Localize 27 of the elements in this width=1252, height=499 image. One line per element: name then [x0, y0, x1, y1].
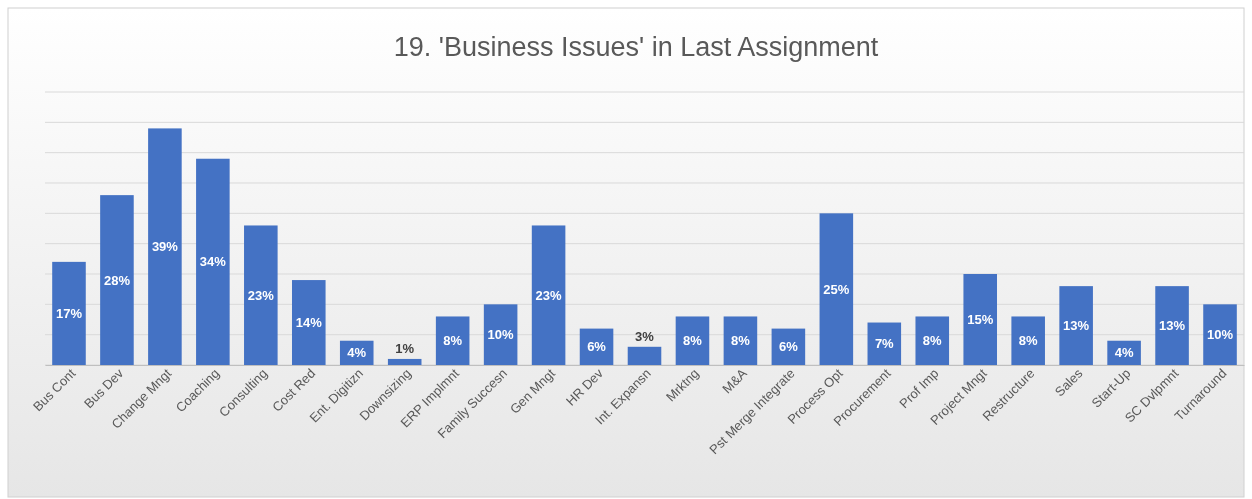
data-label: 1%	[395, 341, 415, 357]
data-label: 14%	[295, 315, 323, 331]
chart-title: 19. 'Business Issues' in Last Assignment	[393, 32, 879, 62]
data-label: 4%	[347, 345, 367, 361]
data-label: 15%	[967, 312, 994, 328]
data-label: 13%	[1159, 318, 1186, 334]
data-label: 10%	[1207, 327, 1234, 343]
data-label: 28%	[103, 272, 131, 288]
data-label: 7%	[874, 336, 895, 352]
data-label: 8%	[731, 333, 751, 349]
data-label: 10%	[487, 327, 515, 343]
data-label: 8%	[922, 333, 943, 349]
data-label: 6%	[778, 339, 799, 355]
data-label: 25%	[823, 281, 850, 297]
data-label: 8%	[683, 333, 703, 349]
data-label: 23%	[247, 287, 275, 303]
data-label: 23%	[535, 287, 563, 303]
data-label: 17%	[55, 305, 83, 321]
x-tick-label: HR Dev	[563, 365, 607, 409]
data-label: 39%	[151, 239, 179, 255]
data-label: 34%	[199, 254, 227, 270]
data-label: 8%	[443, 333, 463, 349]
data-label: 8%	[1018, 333, 1039, 349]
data-label: 4%	[1114, 345, 1134, 361]
data-label: 6%	[587, 339, 607, 355]
data-label: 13%	[1063, 318, 1090, 334]
data-label: 3%	[635, 329, 655, 345]
